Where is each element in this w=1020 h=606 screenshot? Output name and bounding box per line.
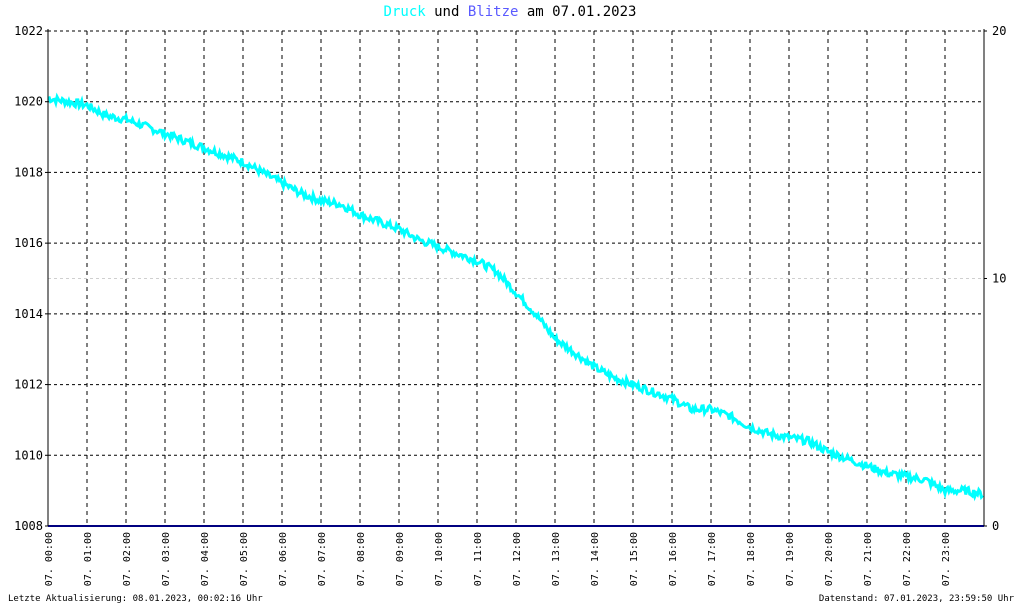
x-tick-label: 07. 18:00 — [746, 532, 757, 586]
y-left-tick-label: 1018 — [14, 165, 43, 179]
title-am: am — [526, 4, 544, 20]
y-left-tick-label: 1022 — [14, 24, 43, 38]
x-tick-label: 07. 15:00 — [629, 532, 640, 586]
tick-labels: 100810101012101410161018102010220102007.… — [14, 24, 1006, 586]
title-und: und — [434, 4, 460, 20]
x-tick-label: 07. 08:00 — [356, 532, 367, 586]
x-tick-label: 07. 09:00 — [395, 532, 406, 586]
y-left-tick-label: 1014 — [14, 307, 43, 321]
y-right-tick-label: 0 — [992, 519, 999, 533]
x-tick-label: 07. 12:00 — [512, 532, 523, 586]
y-left-tick-label: 1010 — [14, 448, 43, 462]
last-update-text: Letzte Aktualisierung: 08.01.2023, 00:02… — [8, 594, 263, 604]
title-blitze: Blitze — [467, 4, 519, 20]
x-tick-label: 07. 11:00 — [473, 532, 484, 586]
x-tick-label: 07. 19:00 — [785, 532, 796, 586]
chart-title: Druck und Blitze am 07.01.2023 — [0, 4, 1020, 20]
x-tick-label: 07. 21:00 — [863, 532, 874, 586]
axes — [45, 29, 987, 527]
y-right-tick-label: 20 — [992, 24, 1006, 38]
x-tick-label: 07. 00:00 — [44, 532, 55, 586]
x-tick-label: 07. 16:00 — [668, 532, 679, 586]
data-timestamp-text: Datenstand: 07.01.2023, 23:59:50 Uhr — [818, 594, 1014, 604]
title-date: 07.01.2023 — [552, 4, 637, 20]
y-left-tick-label: 1016 — [14, 236, 43, 250]
x-tick-label: 07. 17:00 — [707, 532, 718, 586]
y-left-tick-label: 1020 — [14, 95, 43, 109]
y-left-tick-label: 1008 — [14, 519, 43, 533]
title-druck: Druck — [383, 4, 426, 20]
x-tick-label: 07. 06:00 — [278, 532, 289, 586]
grid — [48, 31, 984, 526]
x-tick-label: 07. 14:00 — [590, 532, 601, 586]
x-tick-label: 07. 22:00 — [902, 532, 913, 586]
x-tick-label: 07. 07:00 — [317, 532, 328, 586]
x-tick-label: 07. 01:00 — [83, 532, 94, 586]
y-left-tick-label: 1012 — [14, 378, 43, 392]
x-tick-label: 07. 23:00 — [941, 532, 952, 586]
y-right-tick-label: 10 — [992, 272, 1006, 286]
x-tick-label: 07. 13:00 — [551, 532, 562, 586]
x-tick-label: 07. 05:00 — [239, 532, 250, 586]
x-tick-label: 07. 04:00 — [200, 532, 211, 586]
series-druck-line — [47, 92, 984, 502]
x-tick-label: 07. 10:00 — [434, 532, 445, 586]
series-layer — [47, 92, 984, 527]
x-tick-label: 07. 03:00 — [161, 532, 172, 586]
x-tick-label: 07. 20:00 — [824, 532, 835, 586]
x-tick-label: 07. 02:00 — [122, 532, 133, 586]
